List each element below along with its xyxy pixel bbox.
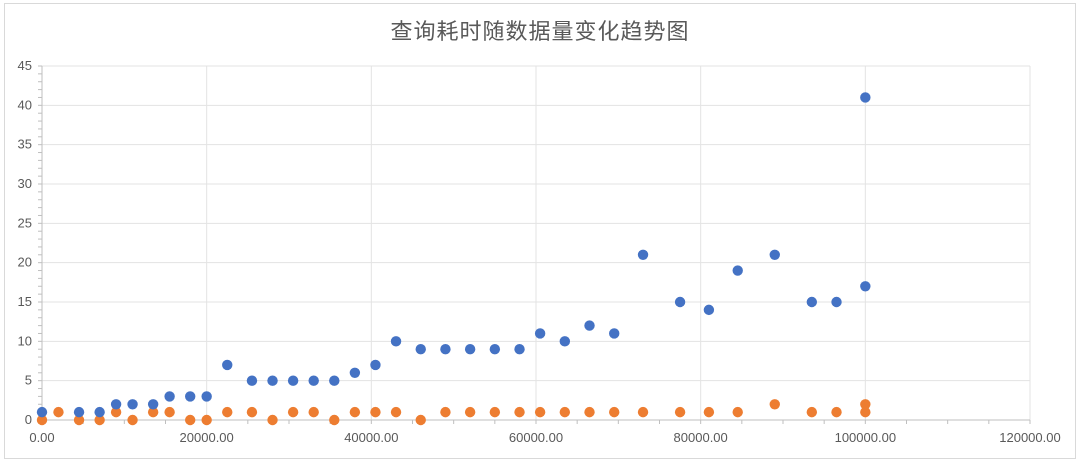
data-point-series-1 xyxy=(164,391,175,402)
data-point-series-1 xyxy=(674,296,686,308)
data-point-series-2 xyxy=(185,414,196,426)
data-point-series-1 xyxy=(440,344,451,355)
data-point-series-2 xyxy=(246,406,258,418)
data-point-series-2 xyxy=(559,406,571,418)
y-tick-label: 45 xyxy=(18,58,32,73)
data-point-series-2 xyxy=(287,406,299,418)
x-tick-label: 80000.00 xyxy=(674,430,728,445)
x-tick-label: 100000.00 xyxy=(835,430,896,445)
data-point-series-2 xyxy=(164,406,175,418)
y-tick-label: 15 xyxy=(18,294,32,309)
data-point-series-1 xyxy=(329,375,340,386)
y-tick-label: 5 xyxy=(25,373,32,388)
data-point-series-1 xyxy=(637,249,649,260)
data-point-series-2 xyxy=(110,406,122,418)
data-point-series-2 xyxy=(201,414,212,426)
y-tick-label: 0 xyxy=(25,412,32,427)
data-point-series-2 xyxy=(769,399,780,410)
y-tick-label: 25 xyxy=(18,215,32,230)
x-tick-label: 20000.00 xyxy=(180,430,234,445)
data-point-series-1 xyxy=(94,406,105,418)
data-point-series-1 xyxy=(464,344,476,355)
data-point-series-2 xyxy=(703,406,715,418)
data-point-series-2 xyxy=(349,406,361,418)
data-point-series-2 xyxy=(415,414,426,426)
data-point-series-2 xyxy=(308,406,319,418)
data-point-series-1 xyxy=(201,391,212,402)
y-tick-label: 35 xyxy=(18,137,32,152)
data-point-series-2 xyxy=(534,406,546,418)
data-point-series-1 xyxy=(609,328,620,339)
data-point-series-1 xyxy=(308,375,319,386)
data-point-series-2 xyxy=(637,406,649,418)
data-point-series-1 xyxy=(246,375,258,386)
data-point-series-1 xyxy=(584,320,595,331)
data-point-series-2 xyxy=(440,406,451,418)
data-point-series-2 xyxy=(53,406,64,418)
data-point-series-1 xyxy=(36,406,48,418)
data-point-series-1 xyxy=(390,336,402,347)
data-point-series-2 xyxy=(36,414,48,426)
data-point-series-2 xyxy=(489,406,501,418)
data-point-series-2 xyxy=(860,399,871,410)
data-point-series-2 xyxy=(267,414,278,426)
data-point-series-2 xyxy=(222,406,233,418)
data-point-series-1 xyxy=(185,391,196,402)
data-point-series-2 xyxy=(127,414,138,426)
data-point-series-2 xyxy=(94,414,105,426)
data-point-series-2 xyxy=(329,414,340,426)
data-point-series-2 xyxy=(609,406,620,418)
chart-frame xyxy=(4,3,1076,459)
y-tick-label: 20 xyxy=(18,255,32,270)
data-point-series-2 xyxy=(806,406,818,418)
data-point-series-1 xyxy=(370,359,381,371)
x-tick-label: 40000.00 xyxy=(344,430,398,445)
data-point-series-1 xyxy=(514,344,525,355)
data-point-series-1 xyxy=(732,265,743,276)
data-point-series-1 xyxy=(769,249,780,260)
data-point-series-2 xyxy=(584,406,595,418)
data-point-series-2 xyxy=(860,406,871,418)
data-point-series-1 xyxy=(147,399,159,410)
data-point-series-1 xyxy=(287,375,299,386)
data-point-series-2 xyxy=(732,406,743,418)
data-point-series-1 xyxy=(831,296,842,308)
data-point-series-1 xyxy=(415,344,426,355)
data-point-series-1 xyxy=(222,359,233,371)
data-point-series-1 xyxy=(110,399,122,410)
data-point-series-1 xyxy=(806,296,818,308)
data-point-series-1 xyxy=(267,375,278,386)
data-point-series-2 xyxy=(73,414,85,426)
data-point-series-2 xyxy=(390,406,402,418)
data-point-series-2 xyxy=(370,406,381,418)
chart-title: 查询耗时随数据量变化趋势图 xyxy=(390,20,690,45)
data-point-series-1 xyxy=(559,336,571,347)
data-point-series-2 xyxy=(147,406,159,418)
y-tick-label: 10 xyxy=(18,333,32,348)
x-tick-label: 60000.00 xyxy=(509,430,563,445)
data-point-series-1 xyxy=(489,344,501,355)
data-point-series-2 xyxy=(514,406,525,418)
data-point-series-1 xyxy=(127,399,138,410)
data-point-series-1 xyxy=(860,92,871,103)
data-point-series-1 xyxy=(73,406,85,418)
data-point-series-1 xyxy=(349,367,361,378)
data-point-series-2 xyxy=(831,406,842,418)
y-tick-label: 40 xyxy=(18,97,32,112)
data-point-series-1 xyxy=(860,281,871,292)
y-tick-label: 30 xyxy=(18,176,32,191)
x-tick-label: 120000.00 xyxy=(999,430,1060,445)
x-tick-label: 0.00 xyxy=(29,430,54,445)
data-point-series-1 xyxy=(534,328,546,339)
data-point-series-1 xyxy=(703,304,715,316)
data-point-series-2 xyxy=(674,406,686,418)
data-point-series-2 xyxy=(464,406,476,418)
